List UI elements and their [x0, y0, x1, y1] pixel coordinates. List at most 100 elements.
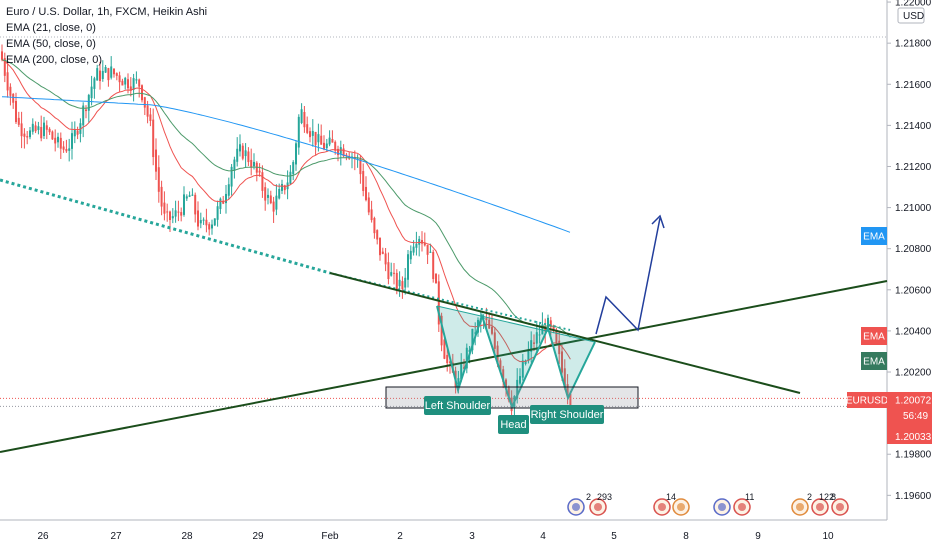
candle-body: [269, 195, 272, 204]
event-icon-dot: [718, 503, 726, 511]
candle-body: [345, 154, 348, 157]
candle-body: [463, 367, 465, 369]
right-shoulder-label: Right Shoulder: [530, 405, 604, 424]
candle-body: [183, 194, 185, 215]
candle-body: [213, 218, 216, 226]
time-tick-label: 29: [252, 531, 264, 542]
candle-body: [393, 272, 395, 274]
candle-body: [519, 376, 521, 384]
candle-body: [390, 272, 393, 276]
ema50-legend[interactable]: EMA (50, close, 0): [6, 38, 96, 50]
candle-body: [323, 142, 325, 150]
currency-badge: [897, 7, 925, 24]
candle-body: [199, 220, 202, 224]
candle-body: [485, 318, 488, 321]
candle-body: [283, 185, 286, 191]
candle-body: [253, 161, 255, 167]
candle-body: [141, 85, 143, 101]
candle-body: [48, 128, 51, 133]
event-icon-dot: [658, 503, 666, 511]
price-tick-label: 1.21200: [895, 162, 932, 173]
pattern-neck: [436, 305, 596, 343]
candle-body: [566, 384, 569, 397]
candle-body: [488, 319, 491, 329]
descending-trendline: [329, 272, 801, 394]
candle-body: [17, 117, 20, 125]
time-tick-label: 4: [540, 531, 546, 542]
ema21-legend[interactable]: EMA (21, close, 0): [6, 22, 96, 34]
candle-body: [104, 67, 107, 73]
candle-body: [239, 144, 241, 152]
candle-body: [250, 159, 253, 168]
candle-body: [465, 347, 468, 369]
event-icon-dot: [816, 503, 824, 511]
ema-tag-label: EMA: [863, 332, 885, 343]
chart-legend: Euro / U.S. Dollar, 1h, FXCM, Heikin Ash…: [6, 4, 207, 68]
candle-body: [387, 262, 390, 280]
candle-body: [149, 114, 152, 121]
candle-body: [267, 194, 269, 198]
candle-body: [292, 162, 295, 175]
candle-body: [516, 379, 519, 399]
candle-body: [460, 364, 463, 380]
candle-body: [3, 58, 6, 76]
candle-body: [317, 134, 320, 143]
ema-price-tag: EMA: [861, 352, 887, 370]
head-label-bg: [498, 415, 529, 434]
candle-body: [342, 148, 345, 157]
event-count: 8: [831, 492, 836, 502]
event-icon: [672, 498, 690, 516]
candle-body: [65, 149, 68, 152]
candle-body: [493, 332, 496, 349]
countdown-value: 56:49: [903, 411, 928, 422]
chart-title: Euro / U.S. Dollar, 1h, FXCM, Heikin Ash…: [6, 6, 208, 18]
time-tick-label: Feb: [321, 531, 339, 542]
candle-body: [499, 360, 502, 372]
ema-price-tag: EMA: [861, 327, 887, 345]
candle-body: [129, 86, 132, 91]
candle-body: [370, 209, 373, 221]
candle-body: [9, 86, 12, 96]
right-shoulder-label-bg: [530, 405, 604, 424]
event-count: 11: [745, 492, 754, 502]
candle-body: [264, 187, 267, 201]
candle-body: [521, 360, 524, 378]
candle-body: [440, 315, 443, 346]
candle-body: [314, 131, 317, 145]
candle-body: [365, 186, 367, 201]
candle-body: [446, 354, 449, 364]
candle-body: [255, 162, 258, 173]
candle-body: [57, 136, 59, 143]
candle-body: [85, 109, 87, 112]
candle-body: [404, 277, 407, 288]
time-tick-label: 26: [37, 531, 49, 542]
candle-body: [96, 68, 99, 81]
candle-body: [373, 217, 376, 234]
candle-body: [169, 211, 171, 220]
candle-body: [558, 340, 561, 355]
price-tick-label: 1.21000: [895, 203, 932, 214]
candle-body: [524, 360, 527, 364]
event-icon: [653, 498, 671, 516]
candle-body: [202, 219, 205, 221]
ema-price-tag: EMA: [861, 227, 887, 245]
candle-body: [331, 138, 334, 143]
time-tick-label: 5: [611, 531, 617, 542]
event-icon-dot: [836, 503, 844, 511]
candle-body: [281, 183, 283, 191]
ascending-trendline: [0, 280, 888, 453]
candle-body: [59, 137, 62, 149]
ema200-legend[interactable]: EMA (200, close, 0): [6, 54, 102, 66]
candle-body: [118, 75, 121, 83]
event-icon-dot: [594, 503, 602, 511]
price-tick-label: 1.21800: [895, 39, 932, 50]
projection-path: [595, 217, 661, 335]
candle-body: [171, 216, 174, 219]
candle-body: [418, 238, 421, 245]
candle-body: [230, 166, 233, 187]
candle-body: [401, 281, 404, 290]
candle-body: [233, 159, 236, 171]
candle-body: [225, 193, 227, 204]
